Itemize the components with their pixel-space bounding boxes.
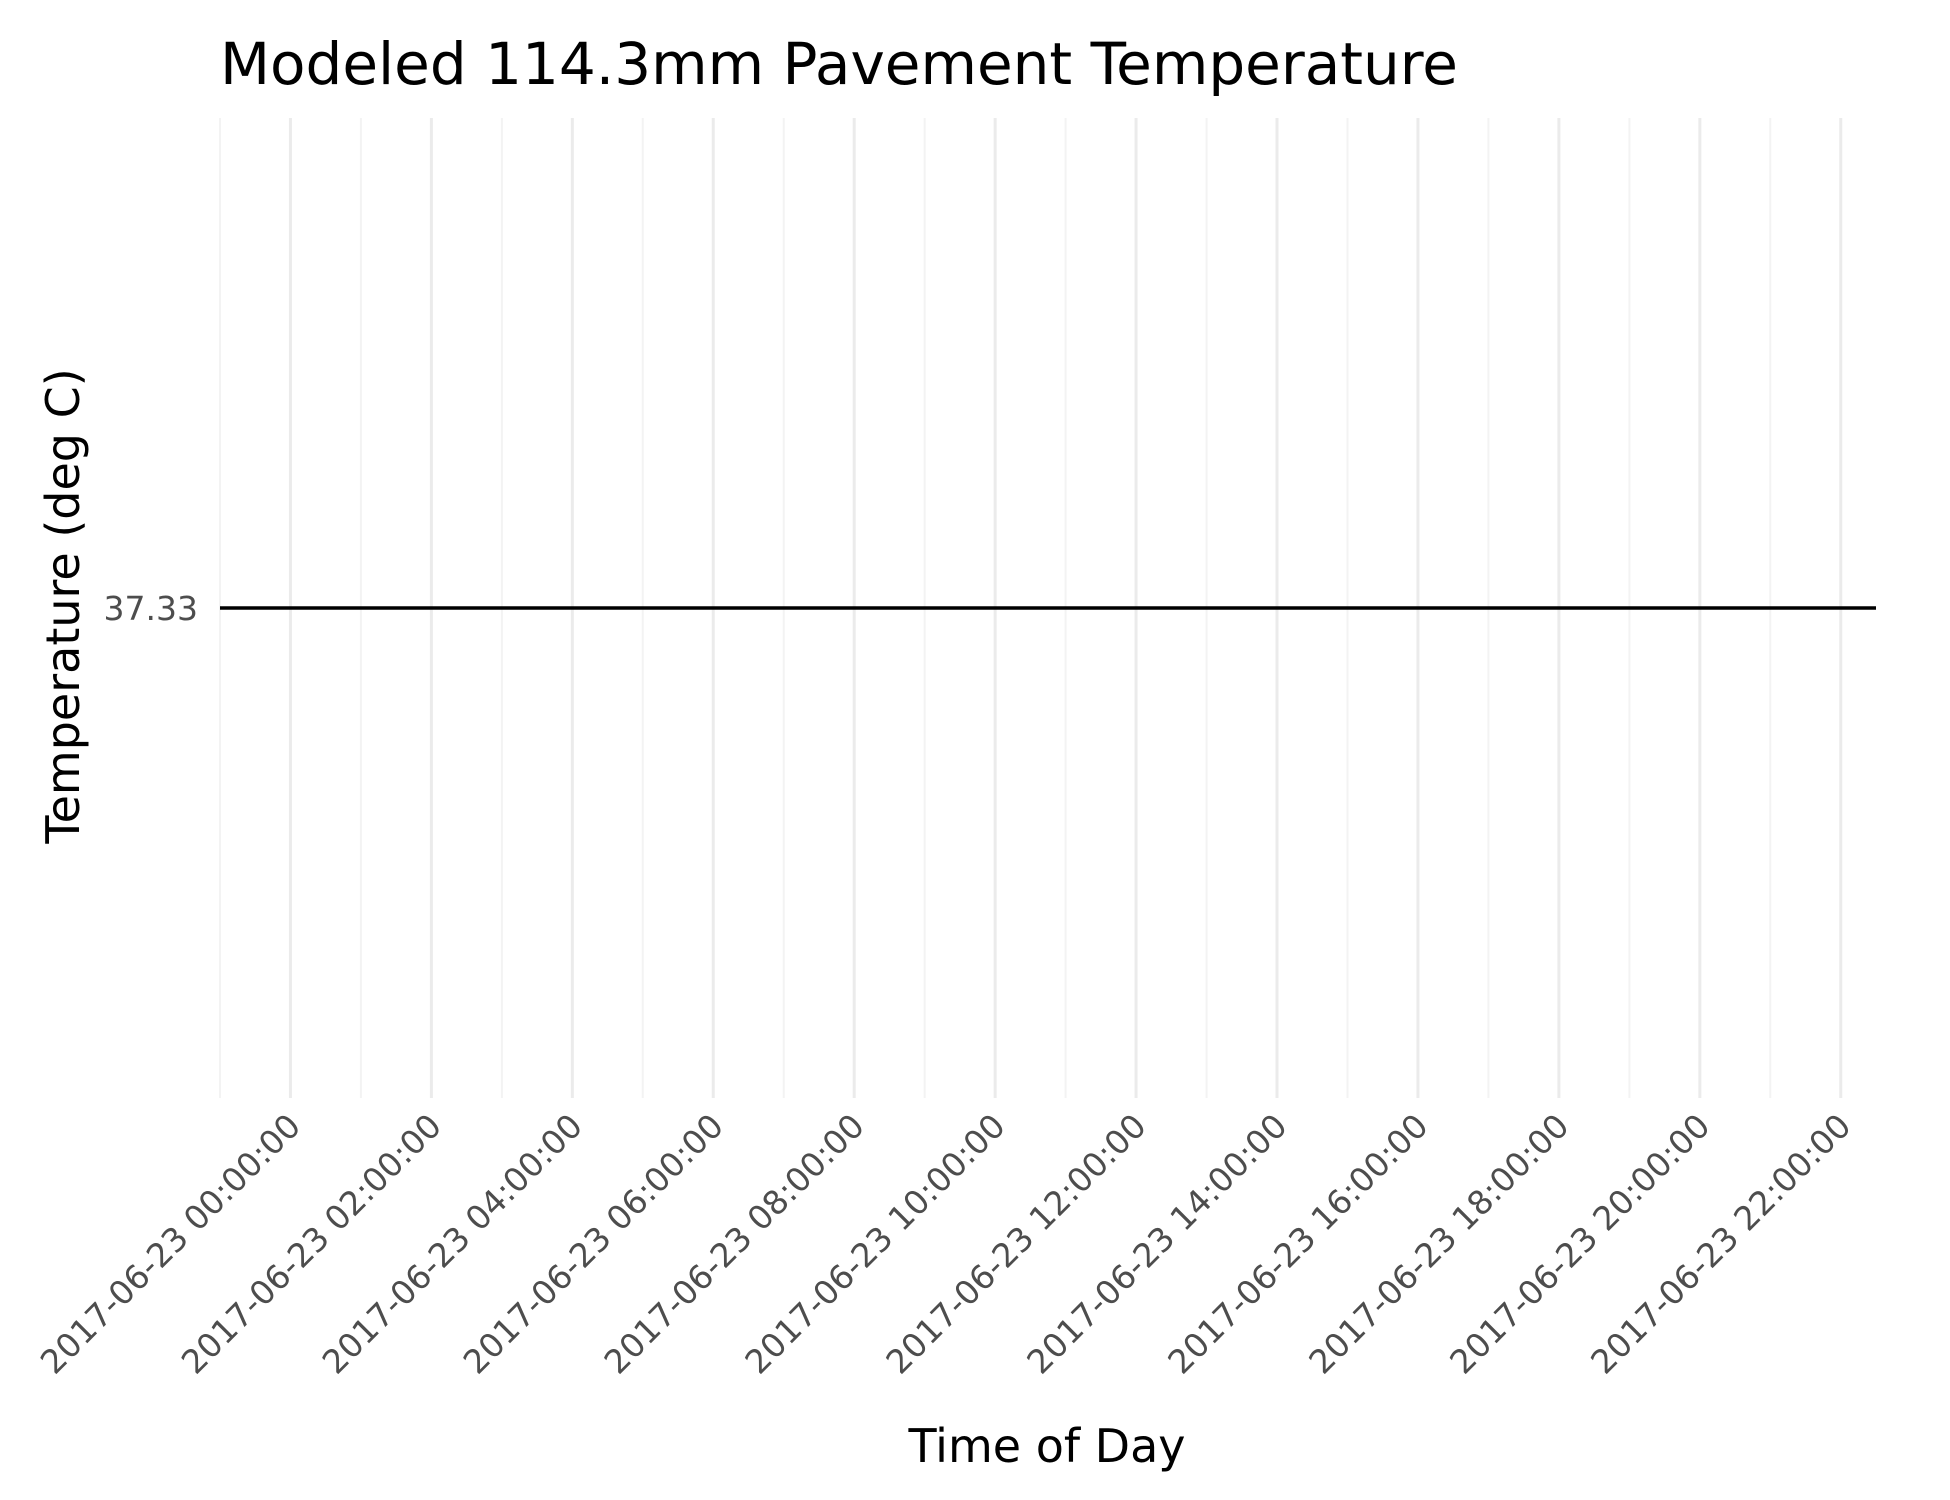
x-tick-label: 2017-06-23 02:00:00 <box>174 1106 449 1381</box>
chart-title: Modeled 114.3mm Pavement Temperature <box>220 30 1458 98</box>
y-axis-ticks: 37.33 <box>104 589 198 628</box>
x-tick-label: 2017-06-23 08:00:00 <box>596 1106 871 1381</box>
x-tick-label: 2017-06-23 14:00:00 <box>1019 1106 1294 1381</box>
x-tick-label: 2017-06-23 06:00:00 <box>456 1106 731 1381</box>
x-tick-label: 2017-06-23 20:00:00 <box>1442 1106 1717 1381</box>
x-tick-label: 2017-06-23 10:00:00 <box>737 1106 1012 1381</box>
x-tick-label: 2017-06-23 16:00:00 <box>1160 1106 1435 1381</box>
y-axis-title: Temperature (deg C) <box>36 368 90 844</box>
x-tick-label: 2017-06-23 04:00:00 <box>315 1106 590 1381</box>
x-tick-label: 2017-06-23 18:00:00 <box>1301 1106 1576 1381</box>
x-tick-label: 2017-06-23 22:00:00 <box>1583 1106 1858 1381</box>
x-tick-label: 2017-06-23 12:00:00 <box>878 1106 1153 1381</box>
x-axis-title: Time of Day <box>908 1419 1186 1473</box>
y-tick-label: 37.33 <box>104 589 198 628</box>
x-tick-label: 2017-06-23 00:00:00 <box>33 1106 308 1381</box>
